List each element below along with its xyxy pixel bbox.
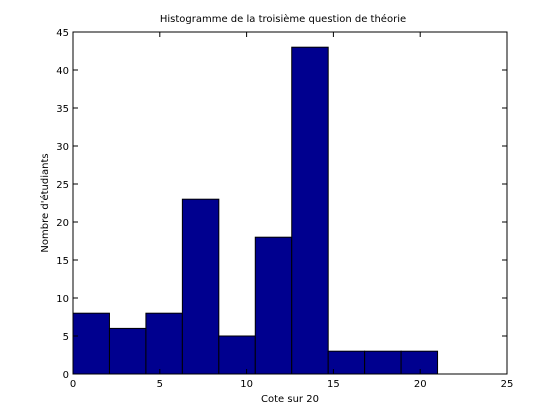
x-tick-label-3: 15 bbox=[327, 379, 340, 390]
y-tick-label-7: 35 bbox=[56, 104, 69, 115]
y-tick-label-2: 10 bbox=[56, 294, 69, 305]
x-tick-label-4: 20 bbox=[414, 379, 427, 390]
histogram-bar-1 bbox=[108, 327, 147, 375]
y-tick-label-0: 0 bbox=[63, 370, 69, 381]
histogram-bar-0 bbox=[72, 312, 110, 375]
histogram-bar-9 bbox=[400, 350, 439, 375]
histogram-bar-5 bbox=[254, 236, 293, 375]
y-tick-label-1: 5 bbox=[63, 332, 69, 343]
axes-frame bbox=[72, 31, 508, 375]
histogram-bar-2 bbox=[145, 312, 183, 375]
y-tick-label-6: 30 bbox=[56, 142, 69, 153]
x-tick-label-1: 5 bbox=[157, 379, 163, 390]
y-tick-label-3: 15 bbox=[56, 256, 69, 267]
y-tick-label-8: 40 bbox=[56, 66, 69, 77]
y-axis-ticks: 0 5 10 15 20 25 30 35 40 45 bbox=[56, 28, 507, 381]
x-tick-label-0: 0 bbox=[70, 379, 76, 390]
chart-title: Histogramme de la troisième question de … bbox=[160, 13, 406, 25]
y-tick-label-9: 45 bbox=[56, 28, 69, 39]
histogram-bar-8 bbox=[364, 350, 402, 375]
histogram-bar-4 bbox=[218, 335, 256, 375]
bars-group bbox=[72, 46, 439, 375]
x-axis-label: Cote sur 20 bbox=[261, 394, 319, 405]
x-tick-label-2: 10 bbox=[240, 379, 253, 390]
x-axis-ticks: 0 5 10 15 20 25 bbox=[70, 32, 514, 390]
y-axis-label: Nombre d'étudiants bbox=[39, 153, 51, 252]
y-tick-label-5: 25 bbox=[56, 180, 69, 191]
y-tick-label-4: 20 bbox=[56, 218, 69, 229]
histogram-bar-3 bbox=[181, 198, 220, 375]
x-tick-label-5: 25 bbox=[501, 379, 514, 390]
histogram-bar-6 bbox=[291, 46, 329, 375]
